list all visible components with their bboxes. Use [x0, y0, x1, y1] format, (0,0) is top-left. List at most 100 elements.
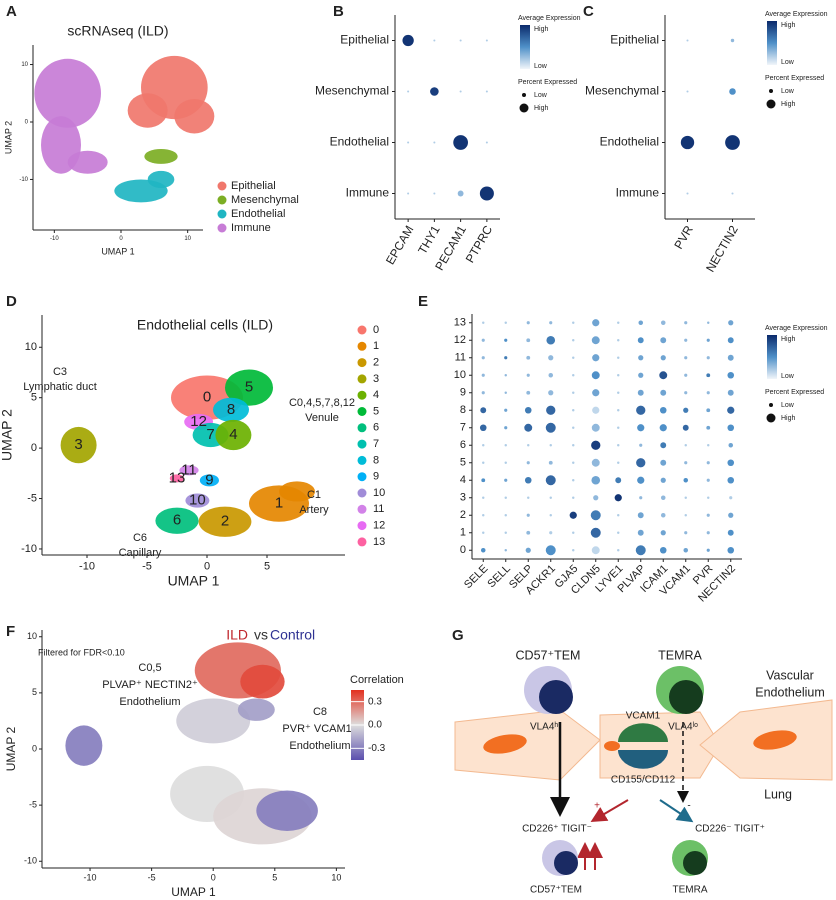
vcam1-protein	[618, 723, 668, 742]
legend-label: 0	[373, 324, 379, 336]
ligand-label: VLA4ˡᵒ	[668, 722, 698, 733]
dot	[617, 444, 620, 447]
dot	[572, 549, 575, 552]
dot	[730, 38, 735, 43]
dot	[617, 461, 620, 464]
legend-title: Average Expression	[765, 11, 828, 18]
dot	[504, 391, 507, 394]
y-tick-label: Mesenchymal	[315, 84, 389, 98]
dot	[481, 391, 485, 395]
chart-title: ILD	[226, 627, 248, 643]
chart-title: Endothelial cells (ILD)	[137, 317, 273, 333]
y-tick-label: 5	[32, 687, 37, 697]
legend-label: 4	[373, 389, 379, 401]
cell-cloud	[67, 150, 108, 174]
y-tick-label: Endothelial	[600, 135, 659, 149]
legend-label: 3	[373, 373, 379, 385]
dot	[453, 135, 468, 150]
dot	[526, 338, 531, 343]
y-tick-label: 1	[460, 527, 466, 539]
dot	[433, 39, 436, 42]
dot	[706, 425, 711, 430]
dot	[504, 461, 507, 464]
legend-label: High	[781, 336, 796, 343]
cell-cloud	[225, 369, 273, 406]
cell-label: TEMRA	[673, 885, 708, 896]
legend-label: 1	[373, 340, 379, 352]
dot	[684, 356, 688, 360]
dot	[591, 458, 600, 467]
dot	[591, 546, 600, 555]
subtitle: Filtered for FDR<0.10	[38, 647, 125, 657]
y-tick-label: 6	[460, 439, 466, 451]
dot	[660, 459, 667, 466]
legend-swatch	[357, 374, 367, 384]
cell-cloud	[127, 93, 168, 128]
legend-dot	[769, 89, 773, 93]
dot	[660, 442, 667, 449]
x-tick-label: 10	[184, 236, 191, 242]
dot	[482, 514, 485, 517]
dot	[638, 372, 644, 378]
nucleus	[604, 741, 620, 751]
dot	[617, 374, 620, 377]
dot	[727, 354, 734, 361]
panel-label: F	[6, 623, 15, 640]
dot	[617, 549, 620, 552]
legend-label: Immune	[231, 222, 271, 234]
nucleus	[753, 730, 797, 750]
y-tick-label: Endothelial	[330, 135, 389, 149]
legend-swatch	[357, 455, 367, 465]
legend-label: High	[534, 105, 549, 112]
legend-swatch	[357, 439, 367, 449]
dot	[686, 90, 689, 93]
dot	[545, 422, 556, 433]
legend-swatch	[357, 521, 367, 531]
cell-cloud	[174, 99, 215, 134]
dot	[572, 391, 575, 394]
y-tick-label: -5	[27, 492, 37, 504]
dot	[659, 546, 667, 554]
legend-label: 10	[373, 487, 385, 499]
cell-label: TEMRA	[658, 648, 702, 662]
dot	[725, 135, 740, 150]
dot	[549, 496, 552, 499]
dot	[615, 477, 622, 484]
legend-label: Low	[781, 88, 795, 95]
dot	[407, 192, 410, 195]
dot	[430, 87, 439, 96]
cell-cloud	[215, 419, 252, 451]
dot	[526, 530, 531, 535]
dot	[636, 405, 646, 415]
dot	[548, 460, 553, 465]
x-tick-label: SELE	[462, 563, 490, 591]
dot	[548, 390, 554, 396]
dot	[402, 34, 414, 47]
dot	[639, 496, 643, 500]
cd155-protein	[618, 750, 668, 769]
dot	[660, 477, 666, 483]
x-tick-label: PVR	[671, 223, 696, 252]
dot	[433, 141, 436, 144]
dot	[526, 390, 531, 395]
dot	[590, 527, 601, 538]
cell-nucleus	[683, 851, 707, 875]
colorbar	[767, 335, 777, 379]
cell-cloud	[144, 148, 178, 164]
dot	[617, 531, 620, 534]
dot	[727, 476, 735, 484]
dot	[727, 424, 735, 432]
legend-dot	[769, 403, 773, 407]
annotation: C0,4,5,7,8,12	[289, 397, 355, 409]
dot	[727, 406, 735, 414]
endothelial-cell	[454, 709, 601, 781]
dot	[637, 529, 644, 536]
dot	[617, 339, 620, 342]
cell-cloud	[199, 474, 219, 487]
dot	[729, 88, 736, 95]
dot	[572, 461, 575, 464]
cell-cloud	[198, 506, 252, 537]
dot	[659, 371, 668, 380]
x-tick-label: -5	[148, 873, 156, 883]
